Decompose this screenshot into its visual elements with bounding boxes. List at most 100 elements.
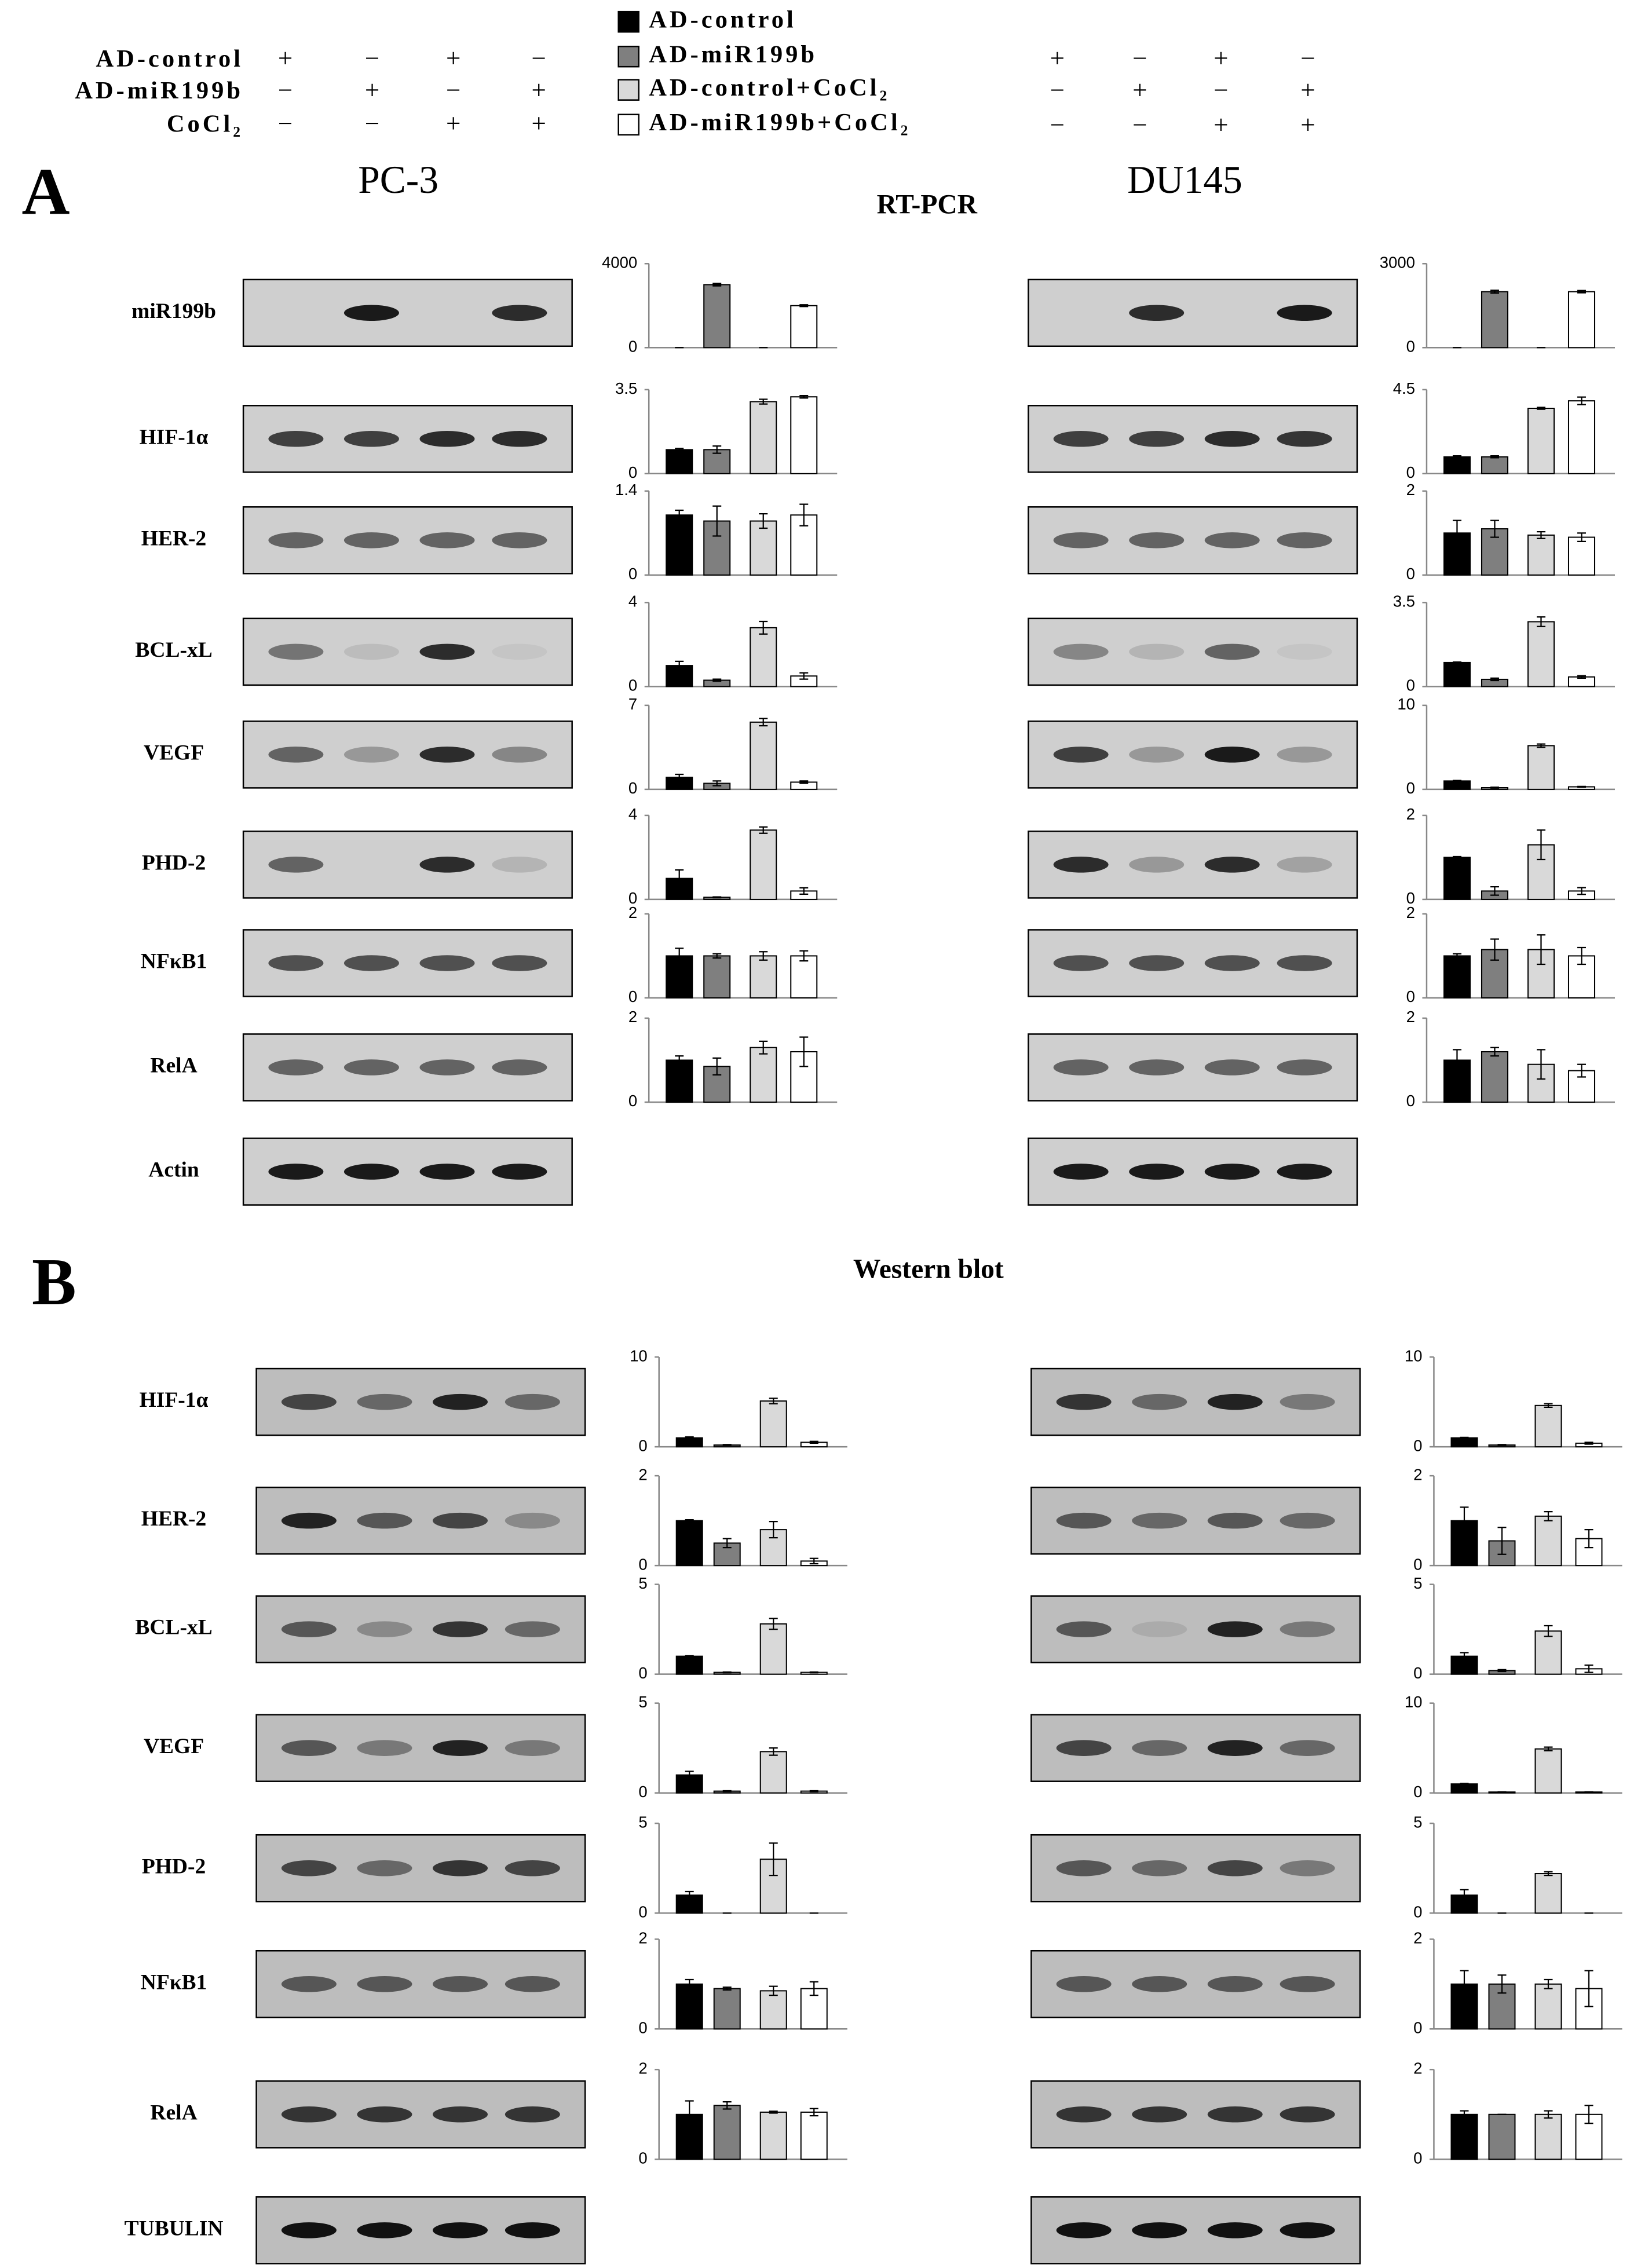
error-bar [769,1398,778,1404]
error-bar [1536,616,1545,627]
gel-band [1277,1059,1332,1076]
gel-band [357,1976,412,1992]
error-bar [799,950,809,962]
gel-band [1132,1393,1187,1410]
gel-band [432,1860,488,1876]
y-tick-label: 10 [1397,695,1415,713]
gel-band [343,1059,399,1076]
y-tick-label: 0 [638,2149,647,2167]
gel-band [343,955,399,971]
error-bar [1544,1978,1553,1989]
gel-band [1280,1860,1335,1876]
gel-band [268,857,324,873]
error-bar [769,1618,778,1630]
legend-label: AD-control [649,6,796,33]
gel-band [1277,1164,1332,1180]
row-label: RelA [150,2101,197,2124]
gel-band [268,1164,324,1180]
error-bar [685,2100,694,2129]
bar [1527,745,1555,790]
gel-band [1056,2222,1112,2238]
error-bar [1577,1063,1586,1078]
error-bar [1452,953,1461,959]
y-tick-label: 0 [1413,1555,1422,1573]
error-bar [1544,1625,1553,1637]
treatment-sign: − [365,109,379,138]
gel-band [1132,1621,1187,1637]
error-bar [1497,1527,1507,1555]
row-label: PHD-2 [142,851,206,875]
error-bar [1490,455,1499,459]
row-label: HIF-1α [140,1388,209,1412]
y-tick-label: 0 [628,779,637,797]
treatment-sign: + [446,109,460,138]
gel-band [1277,857,1332,873]
row-label: PHD-2 [142,1854,206,1878]
y-tick-label: 2 [628,903,637,921]
gel-band [419,1059,475,1076]
gel-band [505,1740,560,1756]
gel-band [1204,1164,1260,1180]
error-bar [1577,396,1586,405]
gel-band [281,1740,337,1756]
gel-band [1280,2106,1335,2123]
error-bar [1452,1049,1461,1071]
y-tick-label: 0 [638,1436,647,1454]
error-bar [1577,532,1586,542]
bar [1567,291,1595,349]
y-tick-label: 4 [628,805,637,823]
gel-band [419,747,475,763]
error-bar [722,1987,732,1991]
y-tick-label: 3000 [1380,254,1415,272]
bar [666,877,693,900]
row-label: NFκB1 [141,950,207,974]
error-bar [712,283,722,287]
bar [1488,2113,1516,2160]
gel-band [1129,747,1185,763]
gel-band [281,1860,337,1876]
gel-band [419,1164,475,1180]
gel-band [419,857,475,873]
bar [1450,1437,1478,1448]
bar [1527,949,1555,998]
y-tick-label: 5 [1413,1813,1422,1831]
gel-band [432,1512,488,1529]
y-tick-label: 0 [1406,676,1415,694]
bar [703,284,731,349]
gel-band [1053,532,1109,548]
bar [1534,1404,1562,1448]
gel-band [492,1059,547,1076]
y-tick-label: 2 [1406,481,1415,499]
gel-band [1129,305,1185,321]
y-tick-label: 0 [1406,987,1415,1005]
error-bar [1577,946,1586,965]
error-bar [1452,520,1461,547]
error-bar [1536,743,1545,748]
error-bar [675,869,684,888]
y-tick-label: 0 [1406,338,1415,356]
error-bar [1452,855,1461,859]
gel-band [505,1621,560,1637]
bar [1534,2113,1562,2160]
error-bar [769,2110,778,2114]
gel-band [1056,1393,1112,1410]
error-bar [1460,1970,1469,1999]
treatment-sign: − [446,76,460,105]
error-bar [759,718,768,727]
treatment-sign: − [1132,44,1147,73]
y-tick-label: 0 [628,1092,637,1110]
y-tick-label: 0 [1413,2019,1422,2037]
error-bar [799,1036,809,1067]
error-bar [759,398,768,405]
treatment-sign: − [531,44,546,73]
panel-letter: A [22,155,70,228]
error-bar [675,509,684,521]
bar [759,2111,787,2160]
error-bar [1536,829,1545,861]
gel-band [1277,431,1332,447]
gel-band [1280,1512,1335,1529]
error-bar [712,1057,722,1076]
gel-band [492,955,547,971]
gel-band [343,431,399,447]
